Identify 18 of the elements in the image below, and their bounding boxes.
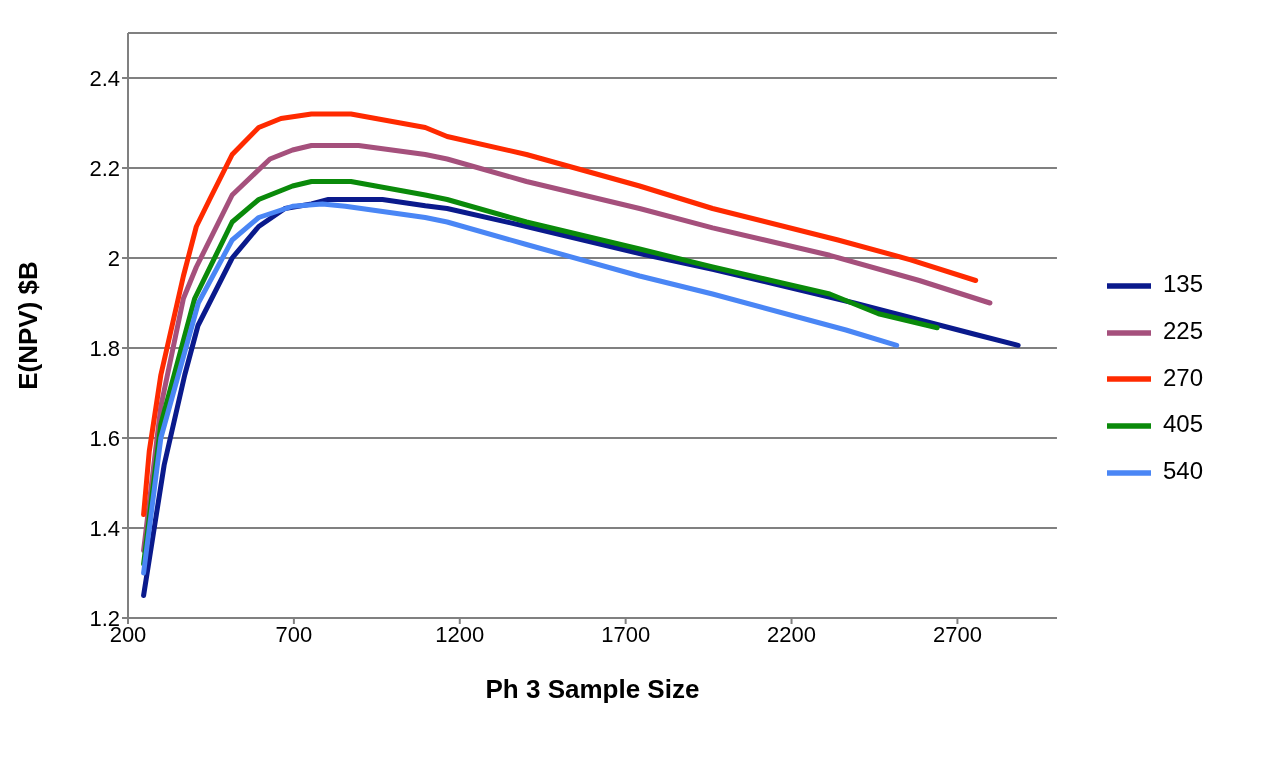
y-tick-label: 2.4 [89,65,120,91]
legend-label: 135 [1162,270,1203,298]
legend-label: 540 [1162,456,1203,484]
y-tick-label: 1.6 [89,425,120,451]
x-axis-title: Ph 3 Sample Size [485,674,700,704]
legend-label: 225 [1162,317,1203,345]
y-tick-label: 1.4 [89,515,120,541]
legend-label: 270 [1162,363,1203,391]
y-axis-title: E(NPV) $B [13,261,44,390]
legend-label: 405 [1162,410,1203,438]
x-tick-label: 2200 [767,621,817,647]
y-tick-label: 1.8 [89,335,120,361]
x-tick-label: 2700 [932,621,982,647]
x-tick-label: 1200 [435,621,485,647]
y-tick-label: 2.2 [89,155,120,181]
x-tick-label: 1700 [601,621,651,647]
x-tick-label: 700 [275,621,313,647]
y-tick-label: 2 [107,245,120,271]
